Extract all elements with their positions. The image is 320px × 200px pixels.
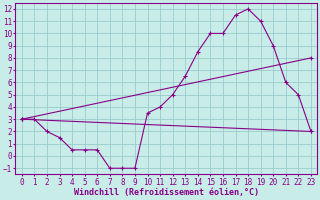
X-axis label: Windchill (Refroidissement éolien,°C): Windchill (Refroidissement éolien,°C) bbox=[74, 188, 259, 197]
